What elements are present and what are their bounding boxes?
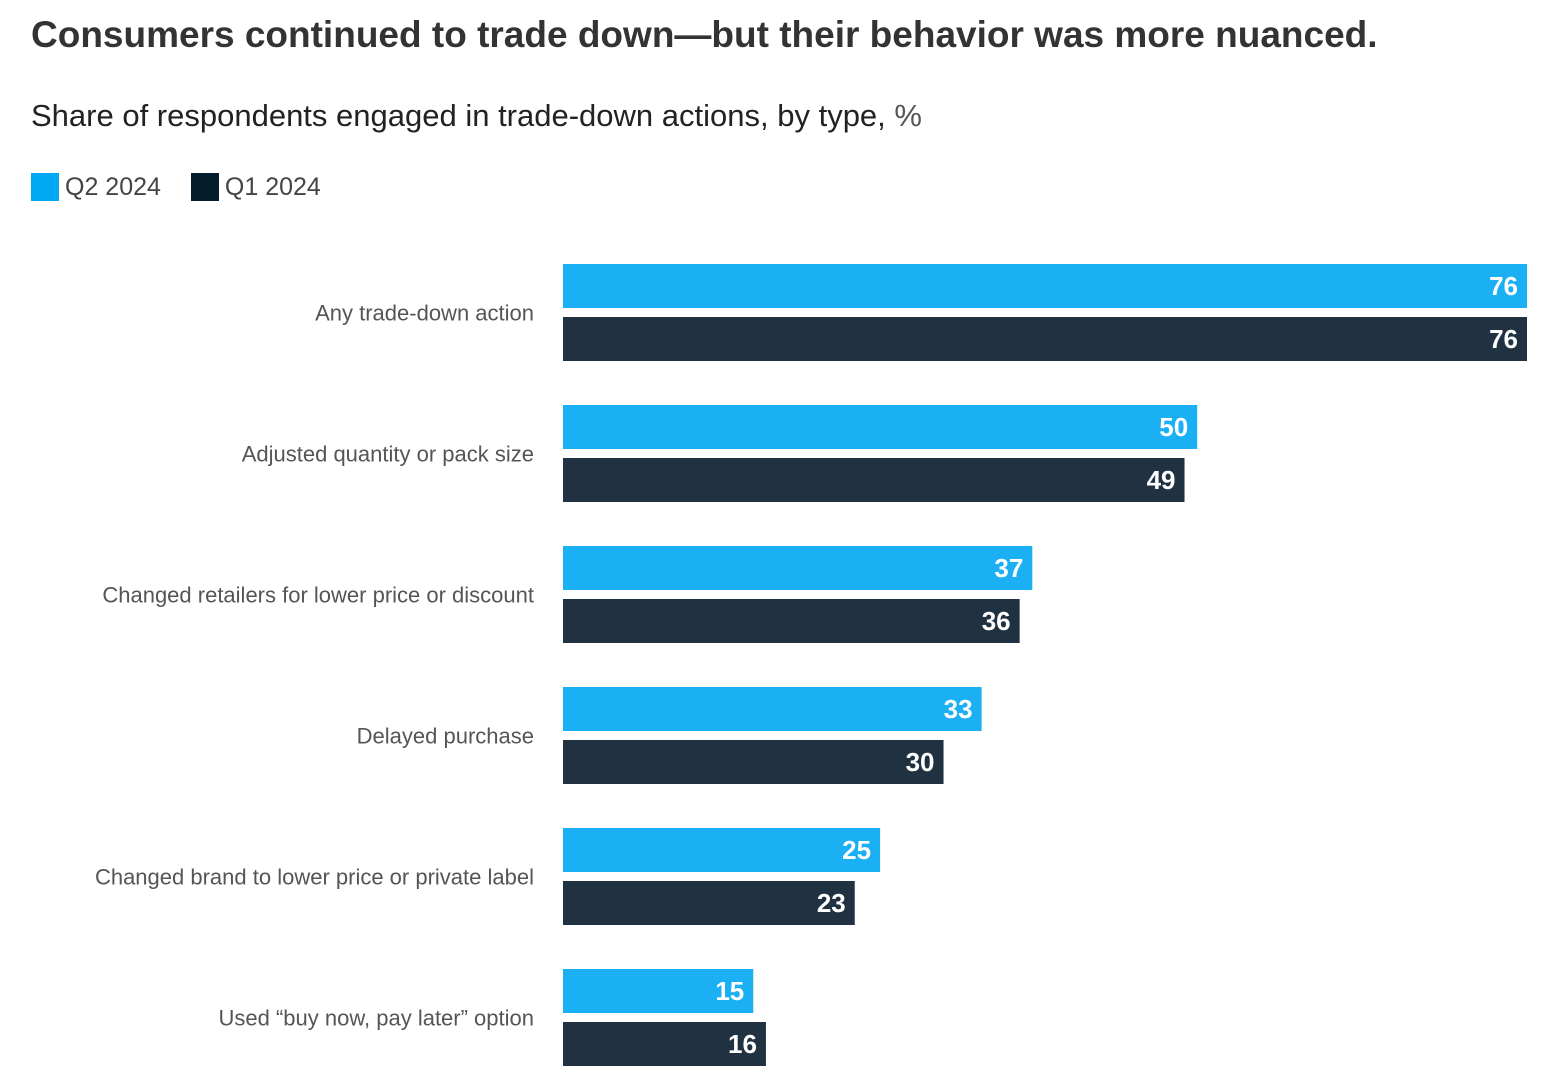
category-label: Any trade-down action <box>315 301 534 326</box>
value-label-q1: 23 <box>817 888 846 918</box>
value-label-q1: 76 <box>1489 324 1518 354</box>
value-label-q1: 36 <box>982 606 1011 636</box>
subtitle-unit: % <box>894 98 922 133</box>
bar-q2 <box>563 405 1198 449</box>
value-label-q2: 50 <box>1159 412 1188 442</box>
category-label: Delayed purchase <box>357 724 534 749</box>
value-label-q1: 49 <box>1147 465 1176 495</box>
bar-q2 <box>563 687 982 731</box>
value-label-q2: 33 <box>944 694 973 724</box>
value-label-q2: 25 <box>842 835 871 865</box>
bar-q2 <box>563 546 1033 590</box>
category-label: Adjusted quantity or pack size <box>242 442 534 467</box>
bar-q1 <box>563 881 855 925</box>
legend-label-q2: Q2 2024 <box>65 172 161 201</box>
value-label-q2: 76 <box>1489 271 1518 301</box>
legend-item-q1: Q1 2024 <box>190 172 321 202</box>
bar-q1 <box>563 599 1020 643</box>
legend-swatch-q2 <box>31 173 59 201</box>
bar-q1 <box>563 740 944 784</box>
value-label-q1: 30 <box>906 747 935 777</box>
bar-q2 <box>563 969 754 1013</box>
legend-swatch-q1 <box>190 173 219 201</box>
category-label: Changed brand to lower price or private … <box>95 865 534 890</box>
subtitle-text: Share of respondents engaged in trade-do… <box>31 98 886 133</box>
chart-subtitle: Share of respondents engaged in trade-do… <box>31 98 922 134</box>
value-label-q1: 16 <box>728 1029 757 1059</box>
bar-q1 <box>563 458 1185 502</box>
value-label-q2: 15 <box>715 976 744 1006</box>
value-label-q2: 37 <box>994 553 1023 583</box>
category-label: Used “buy now, pay later” option <box>218 1006 534 1031</box>
legend-item-q2: Q2 2024 <box>31 173 161 202</box>
category-label: Changed retailers for lower price or dis… <box>102 583 534 608</box>
legend: Q2 2024 Q1 2024 <box>31 170 351 204</box>
bar-q1 <box>563 1022 766 1066</box>
bar-q1 <box>563 317 1527 361</box>
bar-q2 <box>563 264 1527 308</box>
chart-title: Consumers continued to trade down—but th… <box>31 14 1378 55</box>
bar-q2 <box>563 828 881 872</box>
legend-label-q1: Q1 2024 <box>224 172 321 201</box>
